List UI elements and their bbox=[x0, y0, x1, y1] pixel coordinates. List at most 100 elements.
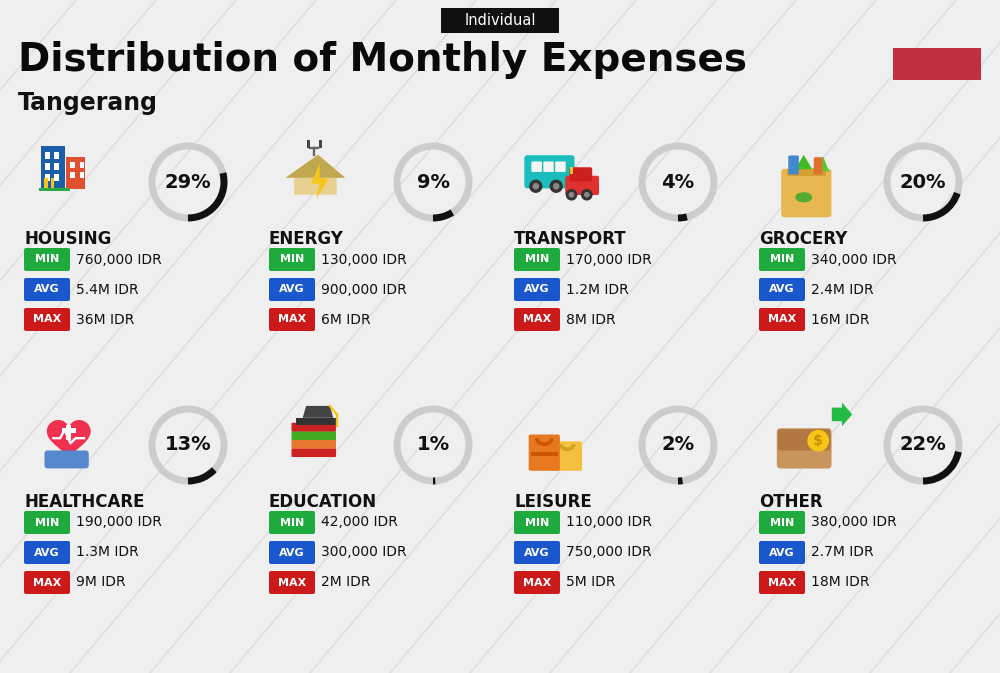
Text: AVG: AVG bbox=[34, 548, 60, 557]
Text: MAX: MAX bbox=[33, 577, 61, 588]
FancyBboxPatch shape bbox=[514, 248, 560, 271]
FancyBboxPatch shape bbox=[759, 278, 805, 301]
FancyBboxPatch shape bbox=[292, 431, 336, 440]
FancyBboxPatch shape bbox=[555, 162, 566, 172]
Text: LEISURE: LEISURE bbox=[514, 493, 592, 511]
Text: 380,000 IDR: 380,000 IDR bbox=[811, 516, 897, 530]
Circle shape bbox=[585, 192, 589, 197]
Circle shape bbox=[554, 184, 559, 189]
FancyBboxPatch shape bbox=[66, 425, 71, 440]
Text: 13%: 13% bbox=[165, 435, 211, 454]
Circle shape bbox=[569, 192, 574, 197]
FancyBboxPatch shape bbox=[269, 248, 315, 271]
Text: 16M IDR: 16M IDR bbox=[811, 312, 870, 326]
FancyBboxPatch shape bbox=[45, 152, 50, 159]
Text: EDUCATION: EDUCATION bbox=[269, 493, 377, 511]
FancyBboxPatch shape bbox=[529, 435, 560, 471]
FancyBboxPatch shape bbox=[54, 152, 59, 159]
Text: 22%: 22% bbox=[900, 435, 946, 454]
Text: 4%: 4% bbox=[661, 172, 695, 192]
Text: $: $ bbox=[813, 434, 823, 448]
FancyBboxPatch shape bbox=[269, 571, 315, 594]
FancyBboxPatch shape bbox=[269, 541, 315, 564]
FancyBboxPatch shape bbox=[24, 511, 70, 534]
Circle shape bbox=[550, 180, 562, 192]
FancyBboxPatch shape bbox=[39, 188, 70, 191]
Text: 6M IDR: 6M IDR bbox=[321, 312, 371, 326]
Text: 29%: 29% bbox=[165, 172, 211, 192]
Text: 20%: 20% bbox=[900, 172, 946, 192]
FancyBboxPatch shape bbox=[24, 308, 70, 331]
FancyBboxPatch shape bbox=[788, 155, 799, 174]
Text: 9M IDR: 9M IDR bbox=[76, 575, 126, 590]
Text: MIN: MIN bbox=[280, 518, 304, 528]
Text: AVG: AVG bbox=[769, 548, 795, 557]
FancyBboxPatch shape bbox=[524, 155, 574, 188]
Text: MAX: MAX bbox=[278, 314, 306, 324]
FancyBboxPatch shape bbox=[781, 169, 831, 217]
FancyBboxPatch shape bbox=[778, 429, 831, 450]
FancyBboxPatch shape bbox=[514, 308, 560, 331]
Text: MIN: MIN bbox=[525, 254, 549, 264]
Circle shape bbox=[566, 190, 577, 200]
Text: AVG: AVG bbox=[279, 548, 305, 557]
Text: 300,000 IDR: 300,000 IDR bbox=[321, 546, 407, 559]
Polygon shape bbox=[303, 406, 333, 418]
Text: Tangerang: Tangerang bbox=[18, 91, 158, 115]
Text: MIN: MIN bbox=[35, 254, 59, 264]
FancyBboxPatch shape bbox=[269, 511, 315, 534]
FancyBboxPatch shape bbox=[70, 172, 75, 178]
FancyBboxPatch shape bbox=[759, 511, 805, 534]
FancyBboxPatch shape bbox=[54, 174, 59, 181]
Circle shape bbox=[582, 190, 592, 200]
Polygon shape bbox=[48, 421, 90, 459]
Text: 2M IDR: 2M IDR bbox=[321, 575, 370, 590]
Text: 110,000 IDR: 110,000 IDR bbox=[566, 516, 652, 530]
Polygon shape bbox=[795, 155, 812, 169]
FancyBboxPatch shape bbox=[514, 278, 560, 301]
FancyBboxPatch shape bbox=[62, 428, 76, 433]
Text: 2.4M IDR: 2.4M IDR bbox=[811, 283, 874, 297]
FancyBboxPatch shape bbox=[24, 278, 70, 301]
Polygon shape bbox=[286, 155, 345, 178]
Text: 18M IDR: 18M IDR bbox=[811, 575, 870, 590]
Text: HEALTHCARE: HEALTHCARE bbox=[24, 493, 144, 511]
Text: MAX: MAX bbox=[278, 577, 306, 588]
Text: MIN: MIN bbox=[770, 518, 794, 528]
Text: 760,000 IDR: 760,000 IDR bbox=[76, 252, 162, 267]
Text: Individual: Individual bbox=[464, 13, 536, 28]
FancyBboxPatch shape bbox=[80, 172, 84, 178]
Text: 340,000 IDR: 340,000 IDR bbox=[811, 252, 897, 267]
Text: 130,000 IDR: 130,000 IDR bbox=[321, 252, 407, 267]
FancyBboxPatch shape bbox=[552, 441, 582, 471]
Text: Distribution of Monthly Expenses: Distribution of Monthly Expenses bbox=[18, 41, 747, 79]
Text: AVG: AVG bbox=[34, 285, 60, 295]
Text: 750,000 IDR: 750,000 IDR bbox=[566, 546, 652, 559]
FancyBboxPatch shape bbox=[292, 423, 336, 431]
FancyBboxPatch shape bbox=[24, 248, 70, 271]
Text: 9%: 9% bbox=[416, 172, 450, 192]
Text: MAX: MAX bbox=[523, 577, 551, 588]
FancyBboxPatch shape bbox=[44, 450, 89, 468]
Text: MAX: MAX bbox=[768, 314, 796, 324]
FancyBboxPatch shape bbox=[787, 169, 826, 176]
Ellipse shape bbox=[795, 192, 812, 203]
Polygon shape bbox=[286, 155, 345, 194]
FancyBboxPatch shape bbox=[441, 8, 559, 33]
Text: GROCERY: GROCERY bbox=[759, 230, 847, 248]
FancyBboxPatch shape bbox=[514, 511, 560, 534]
Text: MAX: MAX bbox=[33, 314, 61, 324]
Text: MIN: MIN bbox=[770, 254, 794, 264]
Polygon shape bbox=[311, 164, 328, 199]
Text: 2.7M IDR: 2.7M IDR bbox=[811, 546, 874, 559]
FancyBboxPatch shape bbox=[41, 146, 64, 189]
FancyBboxPatch shape bbox=[531, 162, 542, 172]
Text: 2%: 2% bbox=[661, 435, 695, 454]
FancyBboxPatch shape bbox=[570, 167, 573, 174]
Polygon shape bbox=[812, 157, 829, 172]
Text: AVG: AVG bbox=[524, 285, 550, 295]
Text: 1.2M IDR: 1.2M IDR bbox=[566, 283, 629, 297]
Circle shape bbox=[530, 180, 542, 192]
FancyBboxPatch shape bbox=[269, 278, 315, 301]
FancyBboxPatch shape bbox=[565, 176, 599, 195]
